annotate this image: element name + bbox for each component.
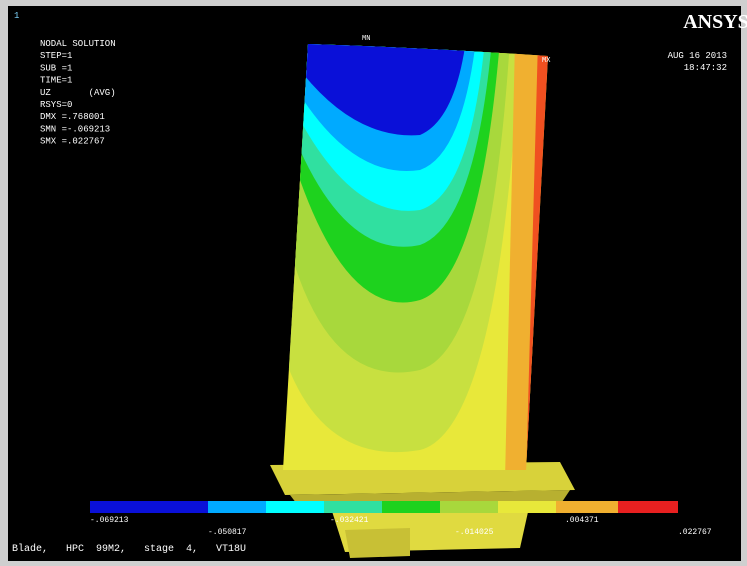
legend-label: -.050817: [208, 528, 247, 537]
colorbar: [90, 501, 678, 513]
time: 18:47:32: [684, 63, 727, 73]
logo: ANSYS: [683, 11, 747, 33]
footer: Blade, HPC 99M2, stage 4, VT18U: [12, 543, 246, 555]
legend-label: .004371: [565, 516, 599, 525]
info-line: UZ (AVG): [40, 88, 116, 98]
info-line: SUB =1: [40, 63, 72, 73]
min-marker: MN: [362, 35, 370, 43]
info-line: TIME=1: [40, 76, 72, 86]
legend-label: .022767: [678, 528, 712, 537]
info-line: DMX =.768001: [40, 112, 105, 122]
ansys-screen: 1 NODAL SOLUTION STEP=1 SUB =1 TIME=1 UZ (AV…: [0, 0, 747, 566]
legend-label: -.014025: [455, 528, 494, 537]
info-line: SMX =.022767: [40, 137, 105, 147]
window-number: 1: [14, 11, 19, 21]
legend-label: -.069213: [90, 516, 129, 525]
info-line: STEP=1: [40, 51, 72, 61]
max-marker: MX: [542, 57, 551, 65]
legend-label: -.032421: [330, 516, 369, 525]
blade-contour: [270, 40, 560, 480]
date: AUG 16 2013: [668, 51, 727, 61]
info-line: SMN =-.069213: [40, 124, 110, 134]
info-line: NODAL SOLUTION: [40, 39, 116, 49]
info-line: RSYS=0: [40, 100, 72, 110]
